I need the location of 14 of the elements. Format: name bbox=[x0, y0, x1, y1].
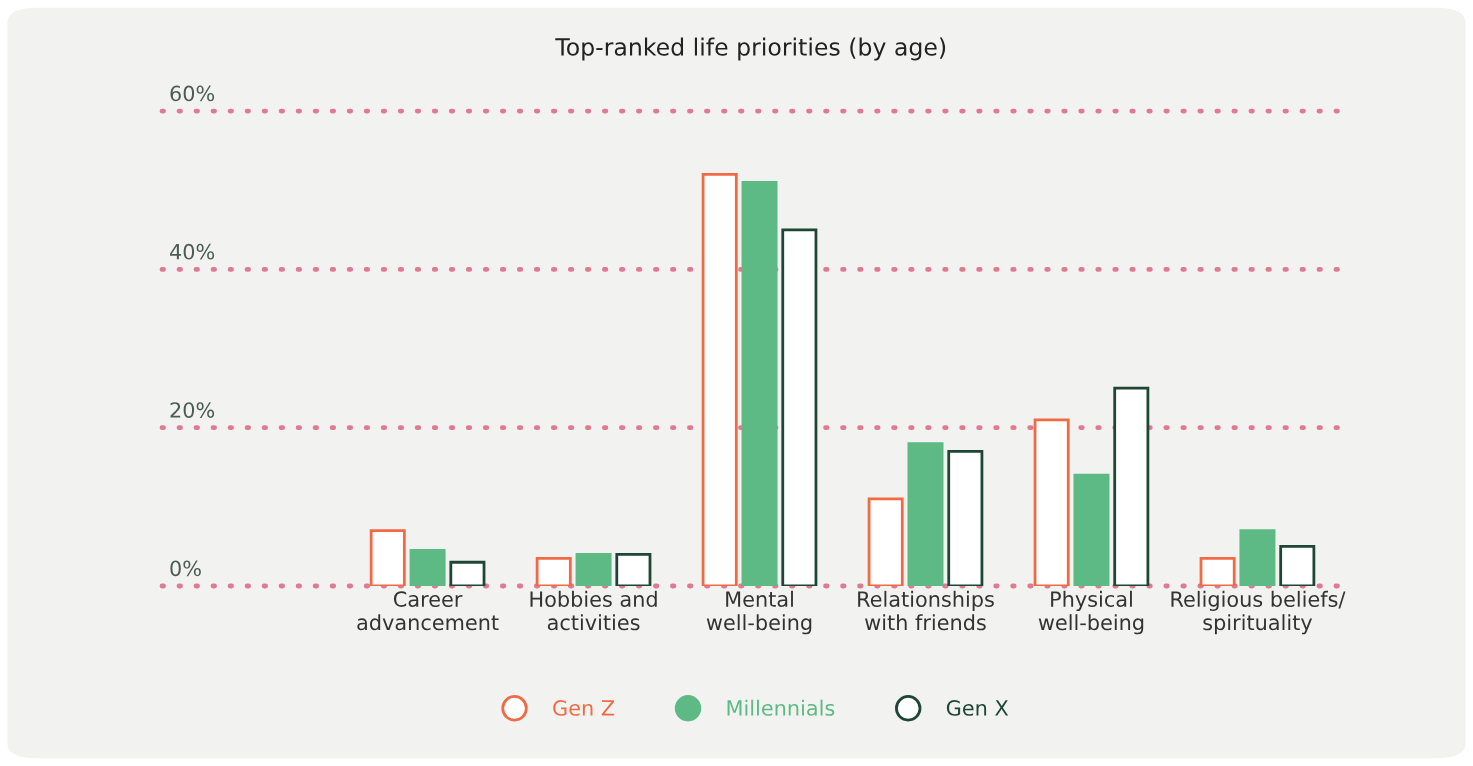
y-tick-label: 60% bbox=[170, 85, 215, 102]
chart-title: Top-ranked life priorities (by age) bbox=[555, 37, 946, 61]
legend-label: Gen X bbox=[946, 700, 1009, 716]
x-tick-label: Religious beliefs/ spirituality bbox=[1171, 590, 1346, 635]
y-tick-label: 0% bbox=[170, 560, 201, 577]
legend-label: Millennials bbox=[727, 699, 835, 716]
x-tick-label: Career advancement bbox=[357, 591, 499, 631]
x-tick-label: Hobbies and activities bbox=[530, 590, 657, 631]
x-tick-label: Physical well-being bbox=[1038, 590, 1144, 635]
y-tick-label: 20% bbox=[170, 402, 215, 418]
y-tick-label: 40% bbox=[169, 243, 215, 260]
x-tick-label: Mental well-being bbox=[706, 590, 812, 635]
legend-label: Gen Z bbox=[553, 700, 615, 716]
x-tick-label: Relationships with friends bbox=[858, 590, 994, 631]
